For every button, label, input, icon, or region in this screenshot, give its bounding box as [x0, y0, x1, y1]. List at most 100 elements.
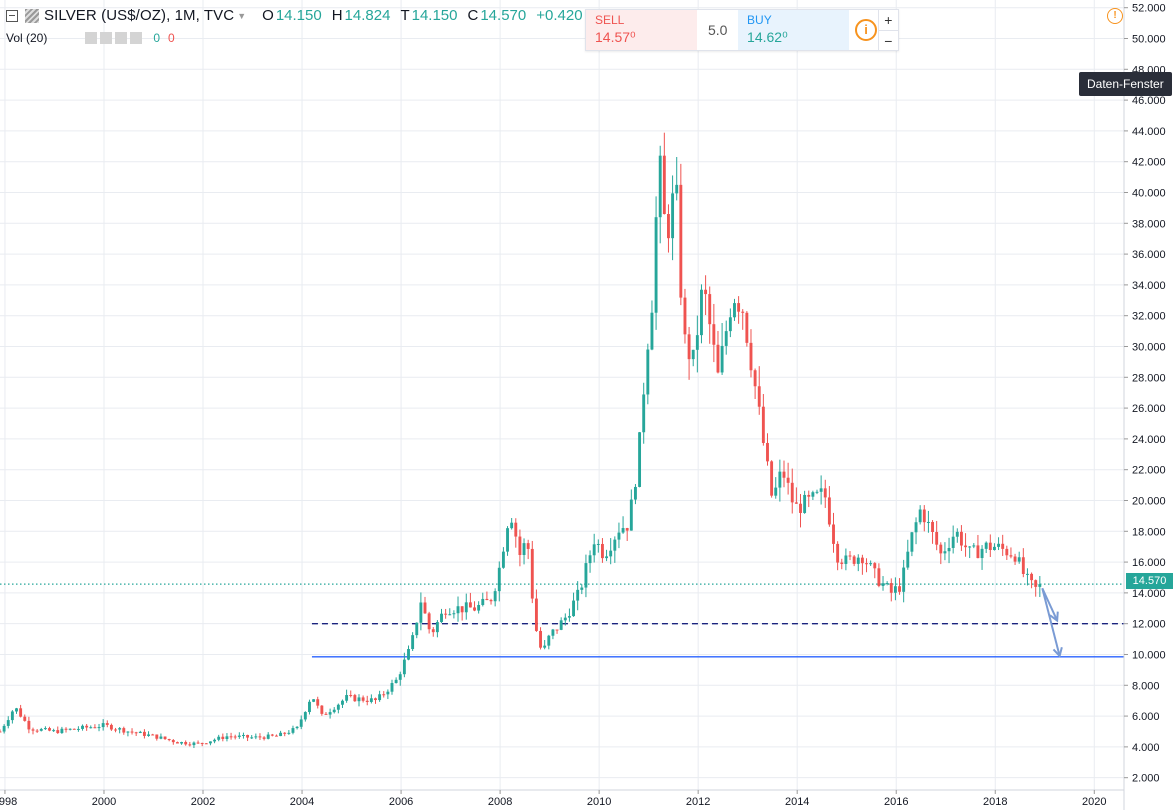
- candle-body: [258, 736, 262, 738]
- candle-body: [114, 729, 117, 731]
- candle-body: [147, 734, 150, 736]
- candle-body: [671, 193, 675, 239]
- price-axis[interactable]: 2.000 4.000 6.000 8.000 10.000 12.000 14.000 16…: [1124, 3, 1166, 785]
- candle-body: [654, 217, 658, 313]
- candle-body: [39, 729, 43, 731]
- candle-body: [419, 602, 423, 623]
- candle-body: [959, 531, 963, 546]
- chevron-down-icon[interactable]: ▼: [237, 10, 247, 21]
- candle-body: [444, 613, 448, 615]
- plus-icon[interactable]: [115, 32, 128, 44]
- candle-body: [411, 635, 415, 650]
- candle-body: [237, 735, 241, 737]
- y-tick-label: 6.000: [1132, 711, 1160, 723]
- candle-body: [217, 736, 221, 740]
- projection-arrow[interactable]: [1041, 588, 1061, 657]
- candle-body: [873, 563, 877, 569]
- buy-label: BUY: [747, 13, 772, 27]
- candle-body: [576, 589, 580, 601]
- candle-body: [840, 562, 844, 564]
- candle-body: [2, 725, 6, 732]
- sell-button[interactable]: SELL 14.57⁰: [586, 10, 698, 50]
- candle-body: [200, 742, 204, 744]
- close-value: 14.570: [480, 7, 527, 24]
- projection-arrow[interactable]: [1041, 587, 1059, 622]
- y-tick-label: 38.000: [1132, 218, 1166, 230]
- x-tick-label: 2002: [191, 796, 215, 808]
- sell-label: SELL: [595, 13, 625, 27]
- quantity-stepper: + −: [877, 10, 898, 50]
- buy-button[interactable]: BUY 14.62⁰: [738, 10, 850, 50]
- candlesticks: [0, 132, 1042, 749]
- symbol-title[interactable]: SILVER (US$/OZ), 1M, TVC: [44, 7, 235, 24]
- candle-body: [922, 509, 926, 523]
- candle-body: [728, 317, 732, 332]
- candle-body: [48, 728, 51, 731]
- candle-body: [790, 482, 794, 503]
- candle-body: [794, 502, 798, 504]
- candle-body: [68, 728, 72, 730]
- candle-body: [118, 728, 122, 730]
- candle-body: [753, 370, 757, 387]
- high-value: 14.824: [344, 7, 391, 24]
- candle-body: [708, 294, 712, 325]
- candle-body: [501, 551, 505, 568]
- symbol-logo-icon: [25, 8, 39, 23]
- y-tick-label: 24.000: [1132, 434, 1166, 446]
- candle-body: [980, 548, 984, 559]
- settings-icon[interactable]: [100, 32, 113, 44]
- candle-body: [667, 214, 670, 239]
- eye-icon[interactable]: [85, 32, 98, 44]
- candle-body: [737, 303, 741, 312]
- quantity-field[interactable]: 5.0: [708, 22, 728, 38]
- candle-body: [109, 724, 113, 730]
- candle-body: [885, 583, 889, 585]
- candle-body: [283, 732, 287, 734]
- candle-body: [572, 600, 575, 617]
- candle-body: [815, 491, 819, 493]
- candle-body: [101, 723, 105, 728]
- candle-body: [221, 736, 225, 740]
- candle-body: [493, 591, 497, 602]
- x-tick-label: 2000: [92, 796, 116, 808]
- candle-body: [275, 735, 278, 737]
- candle-body: [10, 711, 14, 721]
- y-tick-label: 36.000: [1132, 249, 1166, 261]
- candle-body: [691, 349, 695, 360]
- candle-body: [819, 488, 823, 492]
- minus-button[interactable]: −: [884, 33, 893, 49]
- candle-body: [910, 532, 914, 552]
- candle-body: [89, 727, 93, 729]
- y-tick-label: 12.000: [1132, 619, 1166, 631]
- plus-button[interactable]: +: [878, 10, 898, 31]
- candle-body: [349, 695, 353, 697]
- candle-body: [279, 732, 283, 737]
- x-tick-label: 1998: [0, 796, 17, 808]
- candle-body: [407, 649, 410, 660]
- candle-body: [60, 728, 64, 734]
- alert-icon[interactable]: !: [1107, 8, 1123, 24]
- candle-body: [155, 734, 159, 739]
- candle-body: [559, 620, 563, 630]
- collapse-icon[interactable]: [6, 9, 18, 22]
- candle-body: [856, 557, 860, 564]
- time-axis[interactable]: 1998 2000 2002 2004 2006 2008 2010 2012 2014 2016…: [0, 790, 1107, 808]
- candle-body: [836, 543, 840, 563]
- candle-body: [596, 543, 600, 545]
- volume-label[interactable]: Vol (20): [6, 31, 48, 45]
- candle-body: [580, 587, 584, 590]
- candle-body: [456, 606, 460, 614]
- close-icon[interactable]: [130, 32, 143, 44]
- x-tick-label: 2008: [488, 796, 512, 808]
- candle-body: [52, 730, 56, 732]
- candle-body: [254, 736, 258, 738]
- candle-body: [695, 335, 699, 350]
- candle-body: [584, 563, 588, 588]
- candle-body: [625, 528, 629, 531]
- candle-body: [126, 731, 130, 733]
- y-tick-label: 52.000: [1132, 3, 1166, 15]
- candle-body: [213, 739, 217, 742]
- info-button[interactable]: i: [854, 10, 878, 50]
- candle-body: [188, 744, 192, 746]
